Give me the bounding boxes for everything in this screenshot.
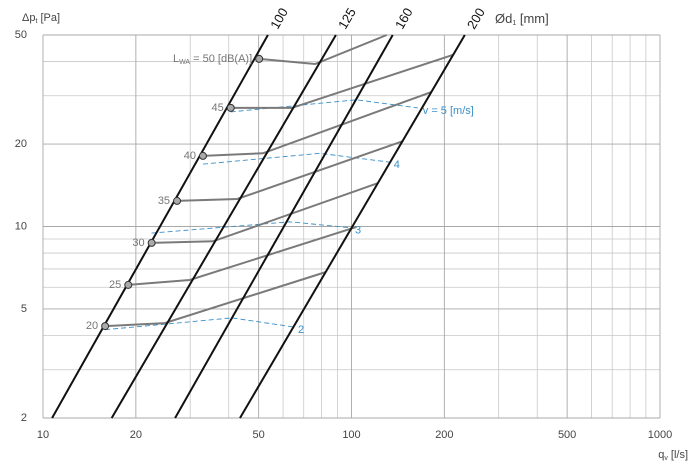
label-sub: t [35,18,37,25]
level-label: LWA = 50 [dB(A)] [173,53,252,66]
x-tick-label: 100 [342,429,360,441]
velocity-line [105,317,294,331]
axis-label: Δpt [Pa] [22,12,60,25]
label-sub: WA [179,59,190,66]
level-label: 45 [211,102,223,114]
diameter-label: 200 [464,5,488,31]
diameter-line [174,34,394,419]
y-tick-label: 20 [15,138,27,150]
level-marker [255,54,264,63]
level-marker [124,280,133,289]
label-main: q [658,449,664,461]
level-label: 30 [132,237,144,249]
level-line [105,271,327,328]
y-tick-label: 10 [15,220,27,232]
diameter-label: 160 [392,5,416,31]
label-text: [l/s] [668,449,688,461]
label-main: L [173,53,179,65]
level-line [202,90,433,157]
velocity-label: 3 [355,225,361,237]
level-label: 25 [109,279,121,291]
axis-label: qv [l/s] [658,449,688,462]
diameter-line [110,34,337,419]
y-tick-label: 5 [21,303,27,315]
y-tick-label: 2 [21,412,27,424]
x-tick-label: 1000 [648,429,672,441]
x-tick-label: 10 [37,429,49,441]
label-text: [Pa] [37,12,60,24]
level-marker [147,238,156,247]
velocity-line [151,221,351,234]
velocity-label: 2 [298,324,304,336]
x-tick-label: 200 [435,429,453,441]
label-sub: 1 [512,20,516,27]
level-marker [173,196,182,205]
level-line [230,53,454,109]
velocity-label: 4 [394,159,400,171]
diameter-line [51,34,269,419]
x-tick-label: 20 [130,429,142,441]
label-text: = 50 [dB(A)] [190,53,252,65]
level-line [177,140,404,202]
level-marker [226,103,235,112]
label-main: Δp [22,12,35,24]
level-marker [101,322,110,331]
level-label: 40 [184,150,196,162]
y-tick-label: 50 [15,29,27,41]
level-label: 20 [86,320,98,332]
diameter-label: 100 [267,5,291,31]
level-label: 35 [158,195,170,207]
velocity-line [202,152,389,165]
level-line [128,226,357,286]
velocity-label: v = 5 [m/s] [423,105,474,117]
level-line [151,182,379,244]
label-sub: v [664,455,668,462]
axis-label: Ød1 [mm] [495,11,549,26]
x-tick-label: 500 [558,429,576,441]
level-marker [198,151,207,160]
level-line [259,34,388,66]
diameter-line [239,34,466,419]
label-main: Ød [495,11,512,26]
diameter-label: 125 [335,5,359,31]
x-tick-label: 50 [253,429,265,441]
label-text: [mm] [516,11,549,26]
